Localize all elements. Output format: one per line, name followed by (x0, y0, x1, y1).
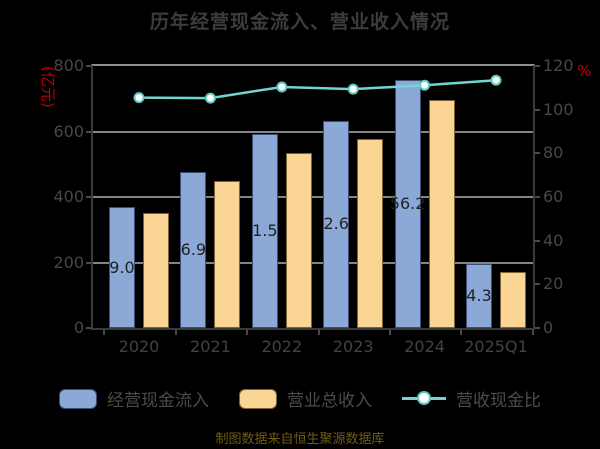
left-axis-tick (86, 196, 91, 198)
x-axis-tick-label: 2025Q1 (464, 337, 528, 356)
bar-cash-inflow-2025Q1 (466, 264, 492, 328)
x-axis-tick-label: 2023 (332, 337, 374, 356)
left-axis-tick-label: 800 (53, 56, 84, 75)
x-axis-tick (174, 330, 177, 335)
legend-item-ratio: 营收现金比 (402, 386, 541, 411)
ratio-marker (133, 92, 145, 104)
bar-revenue-2023 (357, 138, 384, 328)
right-axis-tick (535, 196, 540, 198)
ratio-marker (490, 74, 502, 86)
right-axis-tick (535, 239, 540, 242)
bar-cash-inflow-2021 (180, 171, 207, 328)
right-axis-tick-label: 20 (543, 274, 564, 294)
gridline (93, 261, 533, 264)
x-axis-tick (531, 330, 534, 335)
right-axis-tick (535, 283, 540, 286)
left-axis-tick-label: 200 (53, 252, 84, 272)
bar-value-label: 1.5 (252, 221, 278, 241)
ratio-marker (347, 83, 359, 95)
x-axis-tick-label: 2024 (404, 337, 445, 356)
ratio-marker (419, 79, 431, 91)
gridline (93, 130, 533, 133)
bar-value-label: 56.2 (389, 194, 426, 214)
bar-revenue-2022 (285, 153, 312, 328)
bar-revenue-2020 (143, 213, 169, 328)
right-axis-tick (535, 327, 540, 329)
right-axis-unit-label: % (577, 62, 592, 80)
left-axis-tick-label: 0 (73, 318, 84, 337)
bar-value-label: 4.3 (466, 286, 492, 306)
bar-cash-inflow-2023 (323, 120, 350, 328)
left-axis-tick-label: 600 (53, 121, 84, 141)
ratio-marker (276, 81, 288, 93)
x-axis-tick-label: 2022 (261, 337, 303, 356)
right-axis-tick-label: 120 (543, 56, 574, 75)
legend-label-ratio: 营收现金比 (456, 391, 541, 411)
left-axis-tick (86, 261, 91, 264)
ratio-line (133, 74, 502, 104)
legend-label-revenue: 营业总收入 (287, 391, 372, 411)
right-axis-tick-label: 80 (543, 143, 564, 163)
right-axis-tick-label: 60 (543, 187, 564, 206)
bar-revenue-2021 (214, 180, 241, 328)
right-axis-tick-label: 100 (543, 99, 574, 119)
right-axis-tick (535, 108, 540, 111)
right-axis-tick-label: 0 (543, 318, 554, 337)
legend-item-cash-inflow: 经营现金流入 (59, 386, 209, 411)
bar-revenue-2024 (428, 100, 455, 328)
left-axis-tick (86, 327, 91, 329)
ratio-line-marker-icon (402, 389, 446, 409)
ratio-marker (204, 92, 216, 104)
cash-inflow-swatch-icon (59, 388, 97, 409)
footer-source-note: 制图数据来自恒生聚源数据库 (215, 432, 385, 447)
x-axis-tick-label: 2021 (190, 337, 231, 356)
legend-item-revenue: 营业总收入 (239, 386, 372, 411)
chart-title: 历年经营现金流入、营业收入情况 (149, 11, 450, 33)
bar-cash-inflow-2020 (109, 207, 135, 328)
x-axis-tick (460, 330, 463, 335)
bar-cash-inflow-2024 (394, 80, 421, 328)
x-axis-tick (246, 330, 249, 335)
plot-area (91, 64, 535, 330)
x-axis-tick (317, 330, 320, 335)
gridline (93, 196, 533, 198)
bar-cash-inflow-2022 (251, 134, 278, 328)
left-axis-tick (86, 65, 91, 67)
revenue-swatch-icon (239, 388, 277, 409)
x-axis-tick (388, 330, 391, 335)
left-axis-tick (86, 130, 91, 133)
left-axis-tick-label: 400 (53, 187, 84, 206)
bar-value-label: 2.6 (323, 214, 349, 234)
legend: 经营现金流入 营业总收入 营收现金比 (0, 386, 600, 411)
right-axis-tick (535, 152, 540, 155)
x-axis-tick-label: 2020 (118, 337, 160, 356)
legend-label-cash-inflow: 经营现金流入 (107, 391, 209, 411)
bar-value-label: 9.0 (109, 257, 135, 277)
bar-revenue-2025Q1 (500, 271, 526, 328)
bar-value-label: 6.9 (180, 239, 207, 259)
x-axis-tick (103, 330, 106, 335)
right-axis-tick-label: 40 (543, 230, 564, 250)
right-axis-tick (535, 65, 540, 67)
